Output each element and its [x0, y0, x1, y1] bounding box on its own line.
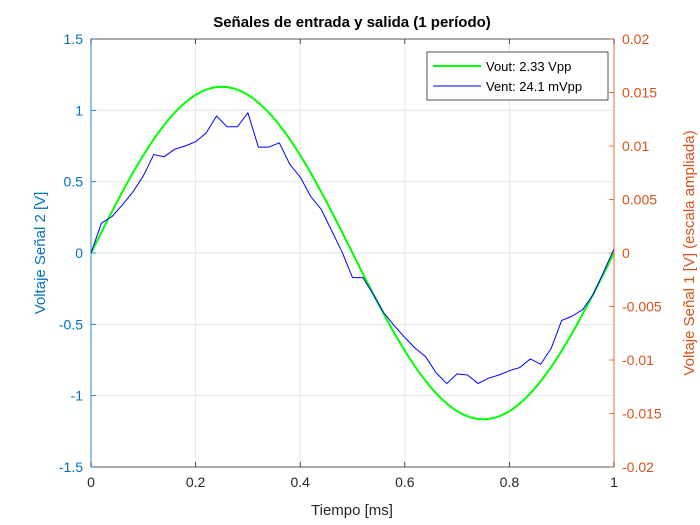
- y-left-tick-label-1: 1: [75, 102, 83, 118]
- axes: 0 0.2 0.4 0.6 0.8 1 1.5 1 0.5 0 -0.5 -1 -1.5 0.02 0.01…: [59, 31, 662, 490]
- y-axis-left-label: Voltaje Señal 2 [V]: [32, 192, 49, 315]
- legend: Vout: 2.33 Vpp Vent: 24.1 mVpp: [426, 51, 609, 101]
- legend-label-vent: Vent: 24.1 mVpp: [486, 79, 582, 94]
- y-axis-right-label: Voltaje Señal 1 [V] (escala ampliada): [681, 130, 698, 375]
- y-right-tick-label-4: 0: [622, 245, 630, 261]
- legend-label-vout: Vout: 2.33 Vpp: [486, 59, 571, 74]
- y-left-tick-label-2: 0.5: [64, 174, 84, 190]
- x-tick-label-4: 0.8: [500, 474, 520, 490]
- chart-title: Señales de entrada y salida (1 período): [213, 14, 491, 31]
- x-axis-label: Tiempo [ms]: [311, 502, 393, 519]
- y-left-tick-label-0: 1.5: [64, 31, 84, 47]
- series-layer: [90, 85, 615, 421]
- y-right-tick-label-0: 0.02: [622, 31, 649, 47]
- y-left-tick-label-5: -1: [71, 388, 84, 404]
- y-right-tick-label-7: -0.015: [622, 406, 662, 422]
- y-left-tick-label-4: -0.5: [59, 316, 83, 332]
- y-right-tick-label-6: -0.01: [622, 352, 654, 368]
- y-right-tick-label-5: -0.005: [622, 299, 662, 315]
- y-right-tick-label-8: -0.02: [622, 459, 654, 475]
- x-tick-label-5: 1: [610, 474, 618, 490]
- x-tick-label-1: 0.2: [186, 474, 206, 490]
- x-tick-label-2: 0.4: [290, 474, 310, 490]
- x-tick-label-0: 0: [87, 474, 95, 490]
- series-line-vout: [90, 85, 615, 421]
- y-left-tick-label-3: 0: [75, 245, 83, 261]
- legend-box: [426, 51, 609, 101]
- y-right-tick-label-3: 0.005: [622, 192, 657, 208]
- x-tick-label-3: 0.6: [395, 474, 415, 490]
- series-line-vent: [90, 112, 615, 385]
- y-right-tick-label-2: 0.01: [622, 138, 649, 154]
- y-right-tick-label-1: 0.015: [622, 85, 657, 101]
- y-left-tick-label-6: -1.5: [59, 459, 83, 475]
